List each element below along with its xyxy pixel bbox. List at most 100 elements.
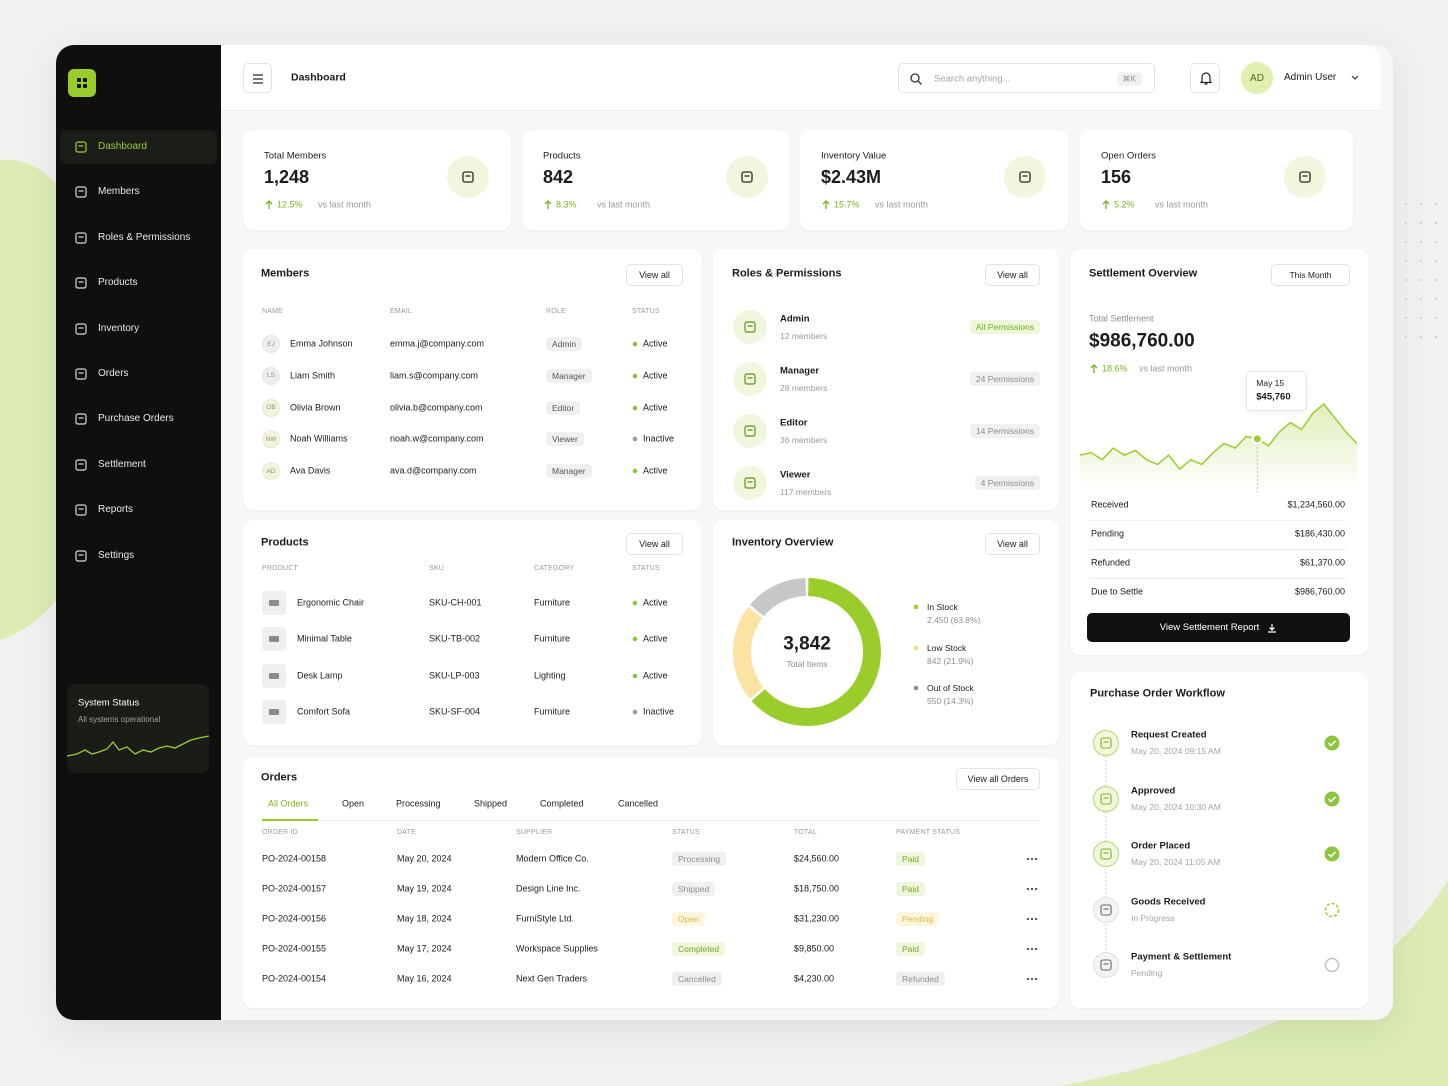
- page-title: Dashboard: [291, 71, 346, 84]
- stat-note: vs last month: [875, 199, 929, 210]
- button[interactable]: View all: [626, 264, 683, 286]
- nav-item[interactable]: Orders: [98, 368, 129, 379]
- bell-icon: [1199, 72, 1213, 85]
- row-menu[interactable]: [1026, 947, 1039, 951]
- row-divider: [1089, 578, 1347, 579]
- button[interactable]: View all Orders: [956, 768, 1040, 790]
- icon: [1100, 848, 1112, 860]
- logo-icon: [77, 78, 87, 88]
- icon-shape: [1100, 959, 1112, 971]
- nav-item[interactable]: Reports: [98, 504, 134, 516]
- step-name: Order Placed: [1131, 840, 1191, 852]
- icon: [1100, 903, 1112, 916]
- nav-item[interactable]: Settlement: [98, 458, 146, 470]
- row-menu[interactable]: [1026, 917, 1039, 921]
- step-icon-bg: [1093, 730, 1119, 756]
- member-status: Active: [643, 370, 668, 381]
- notifications[interactable]: [1190, 63, 1220, 93]
- menu-dot: [1030, 857, 1034, 861]
- stat-change: 15.7%: [834, 199, 860, 210]
- logo[interactable]: [68, 69, 96, 97]
- button[interactable]: View all: [626, 533, 683, 555]
- order-supplier: Workspace Supplies: [516, 943, 598, 954]
- nav-item[interactable]: Settings: [98, 549, 135, 561]
- nav-item[interactable]: Products: [98, 277, 138, 289]
- dot: [632, 373, 638, 379]
- decor: [83, 84, 87, 88]
- settlement-row-value: $1,234,560.00: [1287, 499, 1345, 510]
- nav-item[interactable]: Dashboard: [98, 141, 147, 152]
- role-name: Admin: [780, 313, 810, 325]
- menu-button[interactable]: [243, 63, 272, 93]
- order-date: May 17, 2024: [397, 943, 452, 954]
- product-thumb-icon: [269, 672, 279, 679]
- stat-note: vs last month: [318, 199, 372, 210]
- icon-shape: [75, 549, 87, 562]
- icon-shape: [744, 425, 756, 437]
- permission-badge: 24 Permissions: [969, 372, 1040, 386]
- product-thumb: [262, 663, 286, 688]
- stat-icon-bg: [726, 156, 768, 198]
- icon: [1100, 737, 1112, 749]
- member-name: Emma Johnson: [290, 338, 353, 349]
- nav-item[interactable]: Inventory: [98, 322, 140, 334]
- avatar[interactable]: AD: [1241, 62, 1273, 94]
- order-tab[interactable]: Open: [342, 798, 365, 809]
- icon: [75, 277, 87, 289]
- button[interactable]: View all: [985, 533, 1040, 555]
- column-header: ROLE: [546, 307, 566, 315]
- order-status: Shipped: [672, 882, 716, 896]
- icon-shape: [741, 171, 753, 183]
- legend-name: Out of Stock: [927, 682, 974, 693]
- order-tab[interactable]: Processing: [396, 798, 441, 809]
- order-tab[interactable]: Cancelled: [618, 798, 659, 809]
- member-name: Olivia Brown: [290, 402, 341, 413]
- user-name[interactable]: Admin User: [1284, 72, 1337, 83]
- search-handle: [917, 80, 922, 85]
- row-menu[interactable]: [1026, 857, 1039, 861]
- order-total: $24,560.00: [794, 853, 840, 864]
- row-menu[interactable]: [1026, 887, 1039, 891]
- stat-value: $2.43M: [821, 167, 882, 188]
- nav-item[interactable]: Purchase Orders: [98, 413, 174, 425]
- member-name: Noah Williams: [290, 433, 348, 444]
- status-dot: [632, 673, 638, 679]
- nav-item[interactable]: Roles & Permissions: [98, 231, 191, 243]
- order-supplier: Next Gen Traders: [516, 973, 588, 984]
- order-total: $9,850.00: [794, 943, 835, 954]
- search-icon: [910, 73, 922, 85]
- row-menu[interactable]: [1026, 977, 1039, 981]
- icon: [744, 373, 756, 385]
- icon-shape: [462, 171, 474, 183]
- order-tab[interactable]: All Orders: [268, 798, 309, 809]
- product-name: Desk Lamp: [297, 670, 343, 681]
- period-select[interactable]: This Month: [1271, 264, 1350, 286]
- icon-shape: [75, 232, 87, 244]
- icon-shape: [75, 459, 87, 471]
- bell: [1199, 72, 1213, 85]
- stat-icon-bg: [1284, 156, 1326, 198]
- icon-shape: [75, 141, 87, 153]
- legend-name: In Stock: [927, 601, 958, 612]
- button[interactable]: View all: [985, 264, 1040, 286]
- settlement-report-button[interactable]: View Settlement Report: [1087, 613, 1350, 642]
- order-tab[interactable]: Shipped: [474, 798, 508, 809]
- search-box[interactable]: Search anything... ⌘K: [898, 63, 1155, 93]
- order-tab[interactable]: Completed: [540, 798, 584, 809]
- arrow-shape: [544, 200, 552, 209]
- role-name: Editor: [780, 417, 808, 429]
- nav-item[interactable]: Members: [98, 186, 140, 198]
- member-email: emma.j@company.com: [390, 338, 484, 349]
- stat-change: 8.3%: [556, 199, 577, 210]
- icon-shape: [75, 504, 87, 516]
- role-name: Viewer: [780, 469, 811, 481]
- settlement-row-label: Refunded: [1091, 557, 1131, 568]
- stat-label: Open Orders: [1101, 150, 1156, 162]
- step-state: [1324, 791, 1340, 806]
- icon: [744, 477, 756, 489]
- thumb-shape: [269, 600, 279, 606]
- icon-shape: [1100, 903, 1112, 916]
- grid-dot: [1434, 240, 1438, 244]
- grid-dot: [1404, 278, 1408, 282]
